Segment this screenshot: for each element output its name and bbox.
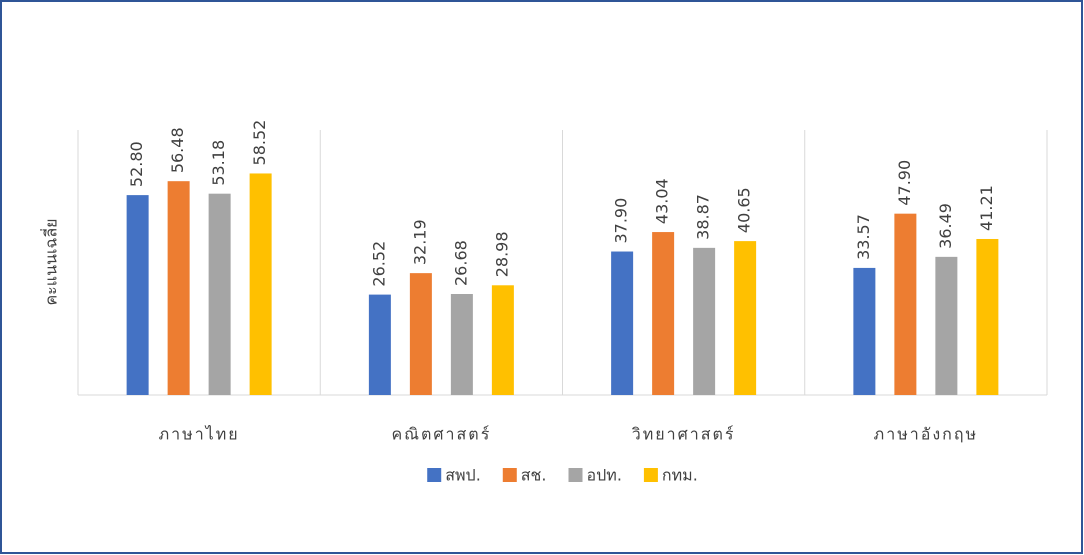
x-tick-label: วิทยาศาสตร์	[632, 425, 736, 444]
bar	[652, 232, 675, 395]
bar	[894, 213, 917, 395]
value-label: 53.18	[209, 140, 228, 186]
legend-swatch	[568, 468, 583, 482]
legend: สพป. สช. อปท. กทม.	[427, 466, 698, 485]
x-tick-label: ภาษาอังกฤษ	[874, 425, 978, 444]
bar	[249, 173, 272, 395]
legend-label: สพป.	[445, 466, 481, 485]
value-label: 41.21	[977, 185, 996, 231]
bar	[368, 294, 391, 395]
bar	[450, 293, 473, 395]
y-axis-label: คะแนนเฉลี่ย	[40, 218, 61, 305]
legend-label: สช.	[521, 466, 547, 485]
legend-label: กทม.	[662, 466, 698, 485]
x-tick-label: ภาษาไทย	[159, 425, 240, 444]
value-label: 47.90	[895, 160, 914, 206]
value-label: 56.48	[168, 127, 187, 173]
value-label: 32.19	[410, 219, 429, 265]
value-label: 43.04	[653, 178, 672, 224]
bar	[693, 247, 716, 395]
bar	[935, 256, 958, 395]
value-label: 36.49	[936, 203, 955, 249]
legend-label: อปท.	[587, 466, 622, 485]
bar	[126, 195, 149, 395]
bar	[491, 285, 514, 395]
legend-swatch	[427, 468, 442, 482]
value-label: 38.87	[694, 194, 713, 240]
bar	[734, 241, 757, 395]
value-label: 26.52	[369, 241, 388, 287]
value-label: 26.68	[451, 240, 470, 286]
value-label: 52.80	[127, 141, 146, 187]
bar	[976, 238, 999, 395]
value-label: 28.98	[492, 231, 511, 277]
bar	[853, 267, 876, 395]
bar	[167, 181, 190, 395]
bar	[409, 273, 432, 395]
value-label: 58.52	[250, 120, 269, 166]
legend-swatch	[502, 468, 517, 482]
value-label: 37.90	[612, 198, 631, 244]
x-tick-label: คณิตศาสตร์	[391, 425, 491, 444]
legend-swatch	[643, 468, 658, 482]
bar	[611, 251, 634, 395]
bar	[208, 193, 231, 395]
value-label: 40.65	[735, 187, 754, 233]
value-label: 33.57	[854, 214, 873, 260]
